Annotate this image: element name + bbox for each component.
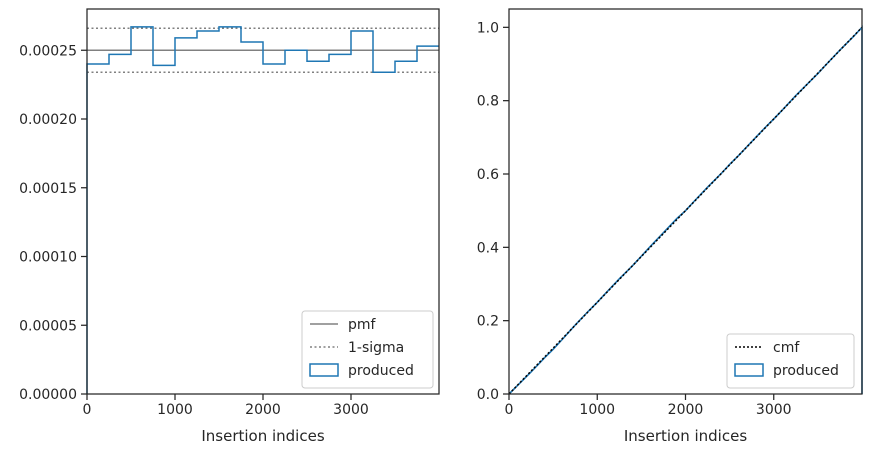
pmf-x-axis-label: Insertion indices (201, 427, 324, 445)
pmf-y-tick-label: 0.00020 (19, 112, 77, 128)
pmf-x-tick-label: 0 (83, 402, 92, 418)
pmf-y-tick-label: 0.00025 (19, 43, 77, 59)
cmf-x-axis-label: Insertion indices (624, 427, 747, 445)
legend-pmf-label: pmf (348, 317, 377, 333)
cmf-y-tick-label: 0.4 (477, 240, 499, 256)
pmf-x-tick-label: 1000 (157, 402, 193, 418)
cmf-ticks: 0 1000 2000 3000 0.0 0.2 0.4 0.6 0.8 1.0 (477, 20, 792, 418)
legend-produced-label: produced (773, 363, 839, 379)
cmf-chart-panel: 0 1000 2000 3000 0.0 0.2 0.4 0.6 0.8 1.0 Insertio… (477, 8, 863, 445)
pmf-ticks: 0 1000 2000 3000 0.00000 0.00005 0.00010 0.0001… (19, 43, 369, 418)
pmf-plot-area (86, 26, 439, 394)
cmf-y-tick-label: 0.0 (477, 387, 499, 403)
legend-produced-patch (309, 363, 339, 377)
pmf-y-tick-label: 0.00010 (19, 250, 77, 266)
pmf-x-tick-label: 3000 (333, 402, 369, 418)
cmf-y-tick-label: 0.2 (477, 314, 499, 330)
cmf-x-tick-label: 3000 (756, 402, 792, 418)
cmf-x-tick-label: 0 (505, 402, 514, 418)
cmf-legend: cmf produced (726, 333, 855, 389)
cmf-y-tick-label: 0.8 (477, 94, 499, 110)
legend-cmf-label: cmf (773, 340, 800, 356)
legend-sigma-label: 1-sigma (348, 340, 404, 356)
legend-produced-label: produced (348, 363, 414, 379)
pmf-x-tick-label: 2000 (245, 402, 281, 418)
legend-produced-patch (734, 363, 764, 377)
pmf-legend-box (301, 310, 434, 389)
cmf-y-tick-label: 1.0 (477, 20, 499, 36)
pmf-chart-panel: 0 1000 2000 3000 0.00000 0.00005 0.00010 0.0001… (19, 8, 440, 445)
cmf-line (508, 26, 863, 395)
produced-histogram-step (86, 26, 439, 394)
pmf-y-tick-label: 0.00000 (19, 387, 77, 403)
cmf-x-tick-label: 2000 (668, 402, 704, 418)
cmf-legend-box (726, 333, 855, 389)
cmf-y-tick-label: 0.6 (477, 167, 499, 183)
pmf-y-tick-label: 0.00005 (19, 318, 77, 334)
pmf-legend: pmf 1-sigma produced (301, 310, 434, 389)
pmf-y-tick-label: 0.00015 (19, 181, 77, 197)
cmf-plot-area (508, 25, 863, 395)
cmf-x-tick-label: 1000 (579, 402, 615, 418)
